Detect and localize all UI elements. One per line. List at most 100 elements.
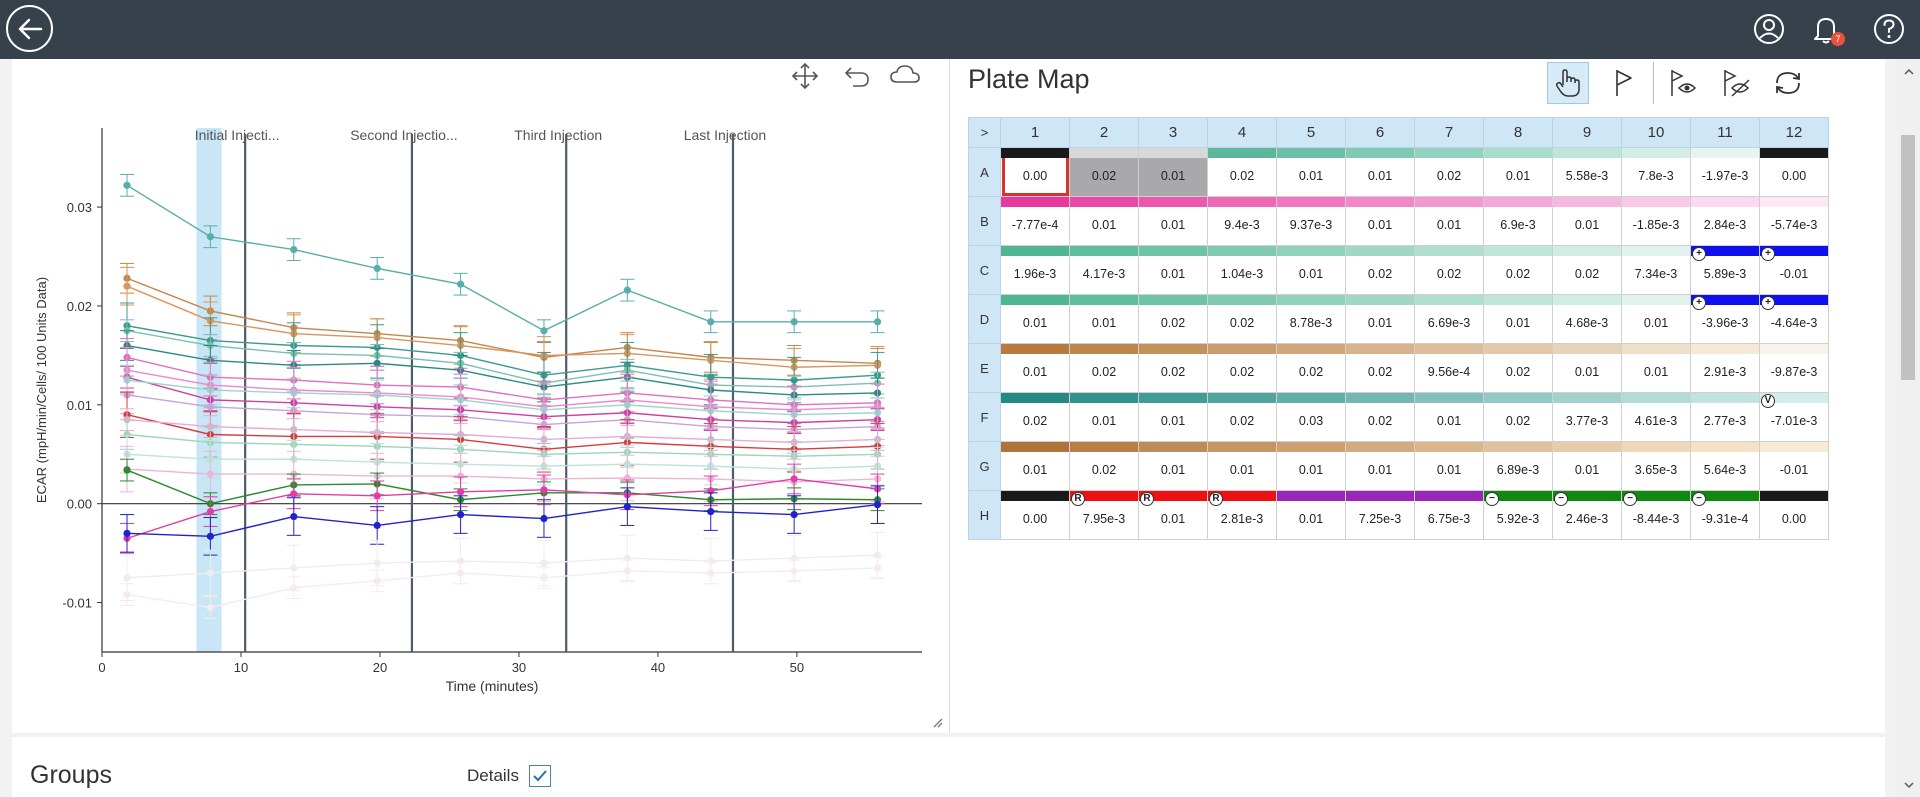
row-header-A[interactable]: A (968, 147, 1001, 197)
scrollbar-thumb[interactable] (1901, 135, 1915, 380)
well-F1[interactable]: 0.02 (1000, 392, 1070, 442)
row-header-H[interactable]: H (968, 490, 1001, 540)
well-G2[interactable]: 0.02 (1069, 441, 1139, 491)
column-header-10[interactable]: 10 (1621, 117, 1691, 148)
well-F7[interactable]: 0.01 (1414, 392, 1484, 442)
well-E2[interactable]: 0.02 (1069, 343, 1139, 393)
well-F2[interactable]: 0.01 (1069, 392, 1139, 442)
well-C3[interactable]: 0.01 (1138, 245, 1208, 295)
well-A6[interactable]: 0.01 (1345, 147, 1415, 197)
well-B8[interactable]: 6.9e-3 (1483, 196, 1553, 246)
well-A12[interactable]: 0.00 (1759, 147, 1829, 197)
well-G9[interactable]: 0.01 (1552, 441, 1622, 491)
row-header-F[interactable]: F (968, 392, 1001, 442)
well-F6[interactable]: 0.02 (1345, 392, 1415, 442)
well-H5[interactable]: 0.01 (1276, 490, 1346, 540)
well-C10[interactable]: 7.34e-3 (1621, 245, 1691, 295)
well-G10[interactable]: 3.65e-3 (1621, 441, 1691, 491)
well-A8[interactable]: 0.01 (1483, 147, 1553, 197)
row-header-E[interactable]: E (968, 343, 1001, 393)
select-wells-tool[interactable] (1547, 62, 1589, 104)
well-C11[interactable]: +5.89e-3 (1690, 245, 1760, 295)
well-F5[interactable]: 0.03 (1276, 392, 1346, 442)
row-header-D[interactable]: D (968, 294, 1001, 344)
column-header-7[interactable]: 7 (1414, 117, 1484, 148)
well-H11[interactable]: − -9.31e-4 (1690, 490, 1760, 540)
well-F10[interactable]: 4.61e-3 (1621, 392, 1691, 442)
hide-wells-tool[interactable] (1716, 62, 1758, 104)
well-B7[interactable]: 0.01 (1414, 196, 1484, 246)
well-B11[interactable]: 2.84e-3 (1690, 196, 1760, 246)
well-B2[interactable]: 0.01 (1069, 196, 1139, 246)
well-E3[interactable]: 0.02 (1138, 343, 1208, 393)
well-A11[interactable]: -1.97e-3 (1690, 147, 1760, 197)
well-B9[interactable]: 0.01 (1552, 196, 1622, 246)
well-A10[interactable]: 7.8e-3 (1621, 147, 1691, 197)
column-header-8[interactable]: 8 (1483, 117, 1553, 148)
row-header-B[interactable]: B (968, 196, 1001, 246)
well-C12[interactable]: + -0.01 (1759, 245, 1829, 295)
help-button[interactable] (1872, 12, 1906, 46)
flag-wells-tool[interactable] (1602, 62, 1644, 104)
well-E5[interactable]: 0.02 (1276, 343, 1346, 393)
well-G3[interactable]: 0.01 (1138, 441, 1208, 491)
well-D1[interactable]: 0.01 (1000, 294, 1070, 344)
well-G5[interactable]: 0.01 (1276, 441, 1346, 491)
well-D3[interactable]: 0.02 (1138, 294, 1208, 344)
well-C7[interactable]: 0.02 (1414, 245, 1484, 295)
column-header-12[interactable]: 12 (1759, 117, 1829, 148)
well-D5[interactable]: 8.78e-3 (1276, 294, 1346, 344)
well-A9[interactable]: 5.58e-3 (1552, 147, 1622, 197)
well-E8[interactable]: 0.02 (1483, 343, 1553, 393)
well-E6[interactable]: 0.02 (1345, 343, 1415, 393)
well-E9[interactable]: 0.01 (1552, 343, 1622, 393)
refresh-button[interactable] (1767, 62, 1809, 104)
well-H7[interactable]: 6.75e-3 (1414, 490, 1484, 540)
undo-zoom-button[interactable] (842, 62, 872, 90)
well-A7[interactable]: 0.02 (1414, 147, 1484, 197)
well-G11[interactable]: 5.64e-3 (1690, 441, 1760, 491)
well-C9[interactable]: 0.02 (1552, 245, 1622, 295)
well-E11[interactable]: 2.91e-3 (1690, 343, 1760, 393)
row-header-G[interactable]: G (968, 441, 1001, 491)
resize-handle-icon[interactable] (930, 715, 944, 729)
notifications-button[interactable]: 7 (1809, 12, 1845, 46)
well-F8[interactable]: 0.02 (1483, 392, 1553, 442)
well-F9[interactable]: 3.77e-3 (1552, 392, 1622, 442)
well-H4[interactable]: R 2.81e-3 (1207, 490, 1277, 540)
well-D12[interactable]: + -4.64e-3 (1759, 294, 1829, 344)
well-F3[interactable]: 0.01 (1138, 392, 1208, 442)
well-C5[interactable]: 0.01 (1276, 245, 1346, 295)
details-checkbox[interactable] (529, 765, 551, 787)
column-header-4[interactable]: 4 (1207, 117, 1277, 148)
ecar-line-chart[interactable]: Initial Injecti... Second Injectio... Thir… (12, 100, 932, 710)
export-cloud-button[interactable] (888, 62, 922, 90)
scroll-down-icon[interactable] (1902, 779, 1916, 791)
show-wells-tool[interactable] (1663, 62, 1705, 104)
well-E1[interactable]: 0.01 (1000, 343, 1070, 393)
well-B12[interactable]: -5.74e-3 (1759, 196, 1829, 246)
well-D9[interactable]: 4.68e-3 (1552, 294, 1622, 344)
column-header-6[interactable]: 6 (1345, 117, 1415, 148)
well-H2[interactable]: R 7.95e-3 (1069, 490, 1139, 540)
well-A1[interactable]: 0.00 (1000, 147, 1070, 197)
well-G1[interactable]: 0.01 (1000, 441, 1070, 491)
well-H3[interactable]: R 0.01 (1138, 490, 1208, 540)
well-A5[interactable]: 0.01 (1276, 147, 1346, 197)
user-account-button[interactable] (1752, 12, 1786, 46)
well-D7[interactable]: 6.69e-3 (1414, 294, 1484, 344)
column-header-3[interactable]: 3 (1138, 117, 1208, 148)
well-F12[interactable]: V -7.01e-3 (1759, 392, 1829, 442)
column-header-11[interactable]: 11 (1690, 117, 1760, 148)
column-header-2[interactable]: 2 (1069, 117, 1139, 148)
plate-corner-toggle[interactable]: > (968, 117, 1001, 148)
well-H8[interactable]: − 5.92e-3 (1483, 490, 1553, 540)
well-E4[interactable]: 0.02 (1207, 343, 1277, 393)
well-G7[interactable]: 0.01 (1414, 441, 1484, 491)
pan-tool-button[interactable] (790, 62, 820, 90)
well-D2[interactable]: 0.01 (1069, 294, 1139, 344)
well-D6[interactable]: 0.01 (1345, 294, 1415, 344)
well-H9[interactable]: − 2.46e-3 (1552, 490, 1622, 540)
column-header-9[interactable]: 9 (1552, 117, 1622, 148)
well-B6[interactable]: 0.01 (1345, 196, 1415, 246)
